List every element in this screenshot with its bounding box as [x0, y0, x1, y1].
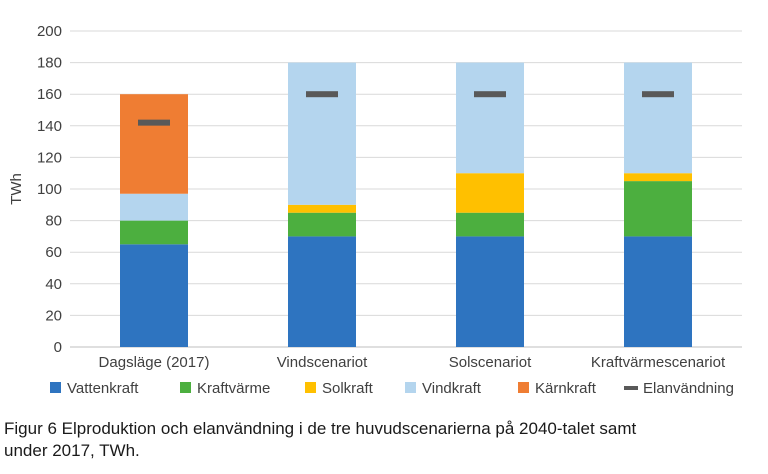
legend-swatch	[305, 382, 316, 393]
bar-segment	[120, 193, 188, 221]
y-tick-label: 120	[37, 149, 62, 166]
bar-segment	[120, 244, 188, 347]
y-tick-label: 140	[37, 118, 62, 135]
legend-label: Vindkraft	[422, 380, 482, 397]
bar-segment	[288, 204, 356, 213]
y-tick-label: 20	[45, 307, 62, 324]
y-axis-label: TWh	[8, 173, 25, 205]
bar-segment	[288, 62, 356, 205]
bar-segment	[120, 94, 188, 194]
bar-segment	[288, 212, 356, 237]
caption-line-1: Figur 6 Elproduktion och elanvändning i …	[4, 419, 637, 438]
legend: Vattenkraft Kraftvärme Solkraft Vindkraft Kä…	[50, 380, 734, 397]
bar-segment	[456, 212, 524, 237]
bar-segment	[624, 181, 692, 237]
x-tick-label: Kraftvärmescenariot	[591, 354, 726, 371]
legend-swatch	[180, 382, 191, 393]
elanvandning-markers	[138, 91, 674, 126]
legend-swatch	[405, 382, 416, 393]
elanvandning-marker	[642, 91, 674, 98]
bar-segment	[120, 220, 188, 245]
x-tick-label: Solscenariot	[449, 354, 532, 371]
legend-swatch	[50, 382, 61, 393]
bar-segment	[624, 62, 692, 174]
y-tick-label: 80	[45, 213, 62, 230]
elanvandning-marker	[306, 91, 338, 98]
y-tick-label: 0	[54, 339, 62, 356]
y-tick-label: 60	[45, 244, 62, 261]
x-axis-ticks: Dagsläge (2017) Vindscenariot Solscenariot…	[99, 354, 726, 371]
figure-caption: Figur 6 Elproduktion och elanvändning i …	[4, 418, 764, 462]
bar-segment	[624, 173, 692, 182]
legend-swatch	[624, 386, 638, 390]
x-tick-label: Vindscenariot	[277, 354, 368, 371]
chart: 0 20 40 60 80 100 120 140 160 180 200 TWh Dagsläge…	[8, 23, 742, 397]
legend-label: Kraftvärme	[197, 380, 270, 397]
y-axis-ticks: 0 20 40 60 80 100 120 140 160 180 200	[37, 23, 62, 356]
bar-segment	[288, 236, 356, 347]
y-tick-label: 40	[45, 276, 62, 293]
y-tick-label: 200	[37, 23, 62, 40]
y-tick-label: 160	[37, 86, 62, 103]
stacked-bar-chart: 0 20 40 60 80 100 120 140 160 180 200 TWh Dagsläge…	[8, 23, 742, 397]
caption-line-2: under 2017, TWh.	[4, 441, 140, 460]
bars	[120, 62, 692, 347]
legend-label: Kärnkraft	[535, 380, 597, 397]
legend-label: Elanvändning	[643, 380, 734, 397]
y-tick-label: 100	[37, 181, 62, 198]
bar-segment	[456, 173, 524, 213]
x-tick-label: Dagsläge (2017)	[99, 354, 210, 371]
bar-segment	[456, 62, 524, 174]
bar-segment	[624, 236, 692, 347]
elanvandning-marker	[474, 91, 506, 98]
legend-label: Solkraft	[322, 380, 374, 397]
elanvandning-marker	[138, 119, 170, 126]
bar-segment	[456, 236, 524, 347]
legend-swatch	[518, 382, 529, 393]
y-tick-label: 180	[37, 55, 62, 72]
legend-label: Vattenkraft	[67, 380, 139, 397]
